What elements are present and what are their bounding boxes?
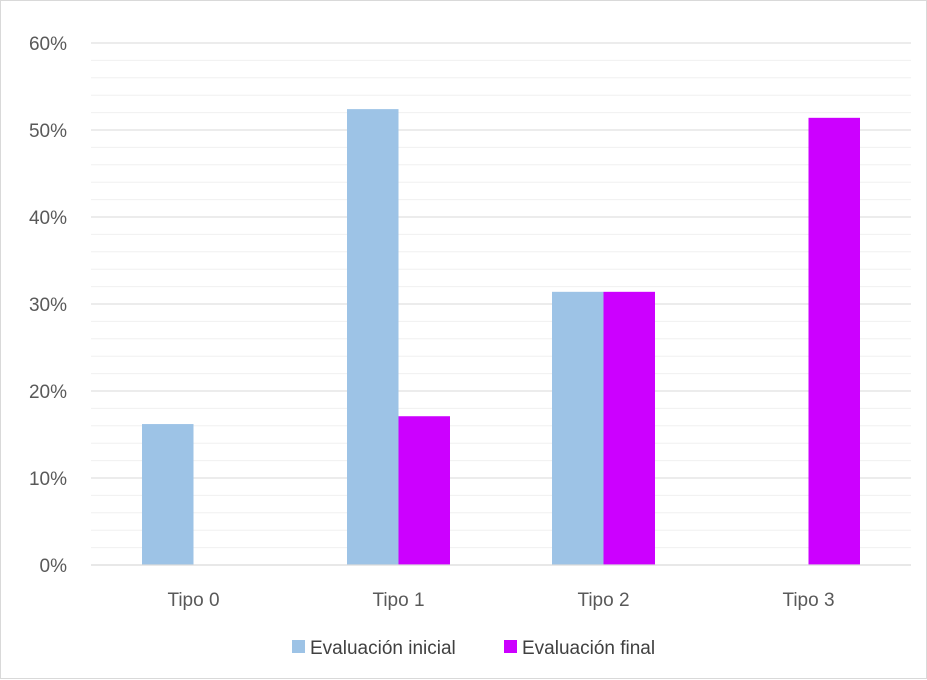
y-tick-label: 40%: [29, 208, 67, 229]
gridlines: [91, 42, 911, 549]
y-tick-label: 10%: [29, 469, 67, 490]
y-tick-label: 0%: [40, 556, 68, 577]
bar-inicial-1: [347, 109, 399, 566]
x-tick-label: Tipo 0: [167, 590, 219, 611]
bar-final-3: [808, 117, 860, 565]
legend-swatch-inicial: [292, 640, 305, 653]
y-axis-ticks: 0% 10% 20% 30% 40% 50% 60%: [29, 34, 67, 577]
y-tick-label: 60%: [29, 34, 67, 55]
legend: Evaluación inicial Evaluación final: [292, 638, 655, 659]
bar-inicial-0: [142, 424, 194, 565]
bar-inicial-2: [552, 291, 604, 565]
legend-label-final: Evaluación final: [522, 638, 655, 659]
bars: [142, 109, 860, 566]
x-axis-ticks: Tipo 0 Tipo 1 Tipo 2 Tipo 3: [167, 590, 834, 611]
legend-swatch-final: [504, 640, 517, 653]
y-tick-label: 20%: [29, 382, 67, 403]
legend-label-inicial: Evaluación inicial: [310, 638, 456, 659]
x-tick-label: Tipo 3: [782, 590, 834, 611]
bar-final-2: [603, 291, 655, 565]
x-tick-label: Tipo 1: [372, 590, 424, 611]
bar-final-1: [398, 416, 450, 565]
x-tick-label: Tipo 2: [577, 590, 629, 611]
y-tick-label: 50%: [29, 121, 67, 142]
y-tick-label: 30%: [29, 295, 67, 316]
